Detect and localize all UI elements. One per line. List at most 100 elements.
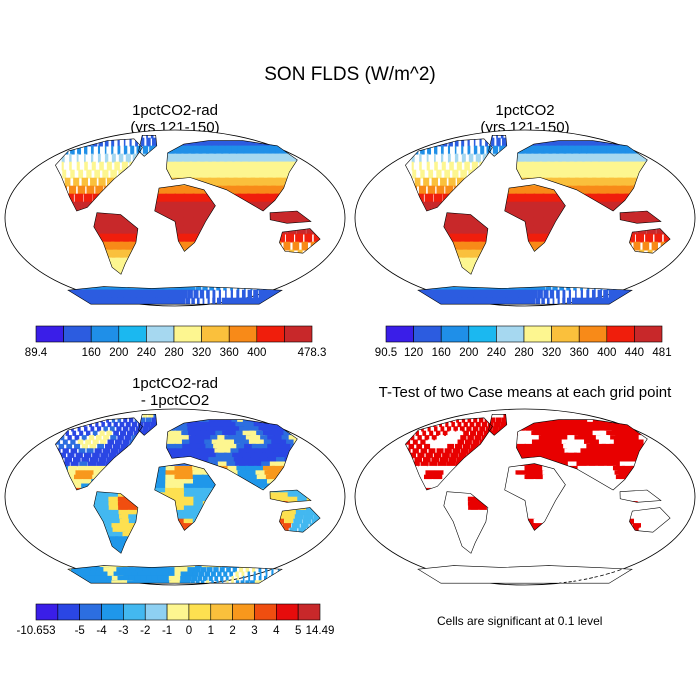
panel-4-cell	[524, 487, 536, 494]
panel-3-cell	[156, 479, 167, 485]
panel-4-cell	[648, 527, 656, 533]
panel-3-cell	[214, 417, 225, 423]
panel-1-coast-antarctica	[67, 286, 283, 305]
panel-4-cell	[515, 465, 526, 472]
panel-3-cell	[84, 470, 94, 476]
panel-2-colorbar-label: 90.5	[375, 347, 397, 359]
panel-4-cell	[601, 443, 614, 450]
panel-3-cell	[108, 452, 117, 458]
panel-2-colorbar-box	[523, 325, 552, 343]
panel-3-cell	[142, 580, 153, 584]
panel-1-cell	[168, 289, 176, 299]
panel-4-cell	[596, 470, 609, 476]
panel-2-cell	[458, 225, 471, 235]
panel-4-cell	[602, 461, 615, 467]
panel-3-cell	[276, 457, 289, 463]
panel-1-cell	[174, 201, 186, 211]
panel-1-cell	[247, 289, 252, 299]
panel-3-cell	[256, 430, 269, 436]
panel-1-cell	[287, 209, 299, 219]
panel-4-cell	[618, 492, 630, 498]
panel-4-cell	[517, 435, 526, 441]
panel-4-cell	[591, 571, 595, 577]
panel-2-cell	[645, 233, 654, 243]
panel-3-cell	[254, 465, 267, 472]
panel-3-cell	[202, 483, 214, 489]
panel-4-cell	[412, 448, 419, 454]
panel-3-cell	[209, 461, 221, 467]
panel-4-cell	[492, 580, 503, 584]
panel-1-colorbar-box	[118, 325, 147, 343]
panel-3-cell	[232, 452, 244, 458]
panel-3-cell	[70, 417, 74, 423]
panel-4-cell	[449, 509, 462, 516]
panel-4-cell	[431, 483, 442, 489]
panel-4-coast-indonesia	[619, 489, 662, 503]
panel-1-cell	[270, 289, 278, 299]
panel-2-cell	[515, 185, 526, 195]
panel-2-cell	[475, 153, 481, 163]
panel-3-cell	[267, 443, 280, 450]
panel-3-cell	[245, 426, 258, 432]
panel-3-cell	[92, 439, 99, 445]
panel-1-cell	[84, 153, 86, 163]
panel-3-cell	[81, 443, 89, 450]
panel-3-cell	[202, 417, 213, 423]
panel-2-cell	[556, 289, 560, 299]
panel-3-cell	[237, 575, 240, 582]
panel-3-cell	[174, 571, 182, 577]
panel-1-cell	[183, 241, 194, 251]
panel-2-cell	[506, 185, 517, 195]
panel-3-cell	[228, 443, 240, 450]
panel-4-cell	[640, 562, 643, 568]
panel-4-cell	[564, 575, 569, 582]
panel-3-cell	[298, 527, 306, 533]
panel-2-cell	[543, 145, 554, 155]
panel-3-cell	[165, 465, 176, 472]
panel-4-cell	[498, 414, 504, 419]
panel-2-cell	[642, 241, 650, 251]
panel-1-cell	[165, 185, 176, 195]
panel-1-cell	[81, 177, 89, 187]
panel-3-cell	[144, 571, 154, 577]
panel-4-cell	[519, 580, 526, 584]
panel-1-cell	[121, 161, 128, 171]
panel-3-cell	[248, 452, 261, 458]
panel-4-cell	[615, 417, 630, 423]
panel-1-cell	[183, 233, 195, 243]
panel-4-cell	[581, 435, 593, 441]
panel-1-cell	[78, 169, 84, 179]
panel-4-cell	[524, 452, 535, 458]
panel-1-cell	[187, 145, 197, 155]
panel-1-cell	[242, 161, 257, 171]
panel-4-cell	[411, 461, 420, 467]
panel-3-cell	[273, 452, 287, 458]
panel-1-cell	[125, 153, 131, 163]
panel-4-cell	[561, 439, 573, 445]
panel-3-cell	[163, 580, 172, 584]
panel-2-cell	[471, 249, 484, 259]
panel-4-cell	[422, 479, 433, 485]
panel-3-cell	[267, 435, 281, 441]
panel-3-cell	[227, 465, 240, 472]
panel-4-cell	[554, 421, 565, 428]
panel-4-cell	[547, 575, 553, 582]
panel-2-cell	[422, 201, 432, 211]
panel-2-cell	[549, 289, 555, 299]
panel-4-cell	[468, 505, 480, 511]
panel-4-cell	[559, 461, 571, 467]
panel-3-cell	[162, 571, 171, 577]
panel-3-cell	[208, 430, 219, 436]
panel-3-cell	[200, 580, 205, 584]
panel-3-cell	[270, 448, 284, 454]
panel-4-cell	[524, 479, 536, 485]
panel-3-cell	[193, 483, 205, 489]
panel-3-cell	[108, 505, 121, 511]
panel-3-cell	[89, 443, 97, 450]
panel-2-cell	[620, 289, 628, 299]
panel-4-cell	[425, 470, 435, 476]
panel-3-cell	[116, 426, 122, 432]
panel-4-cell	[557, 452, 569, 458]
panel-2-map	[354, 129, 696, 307]
panel-1-cell	[112, 249, 126, 259]
